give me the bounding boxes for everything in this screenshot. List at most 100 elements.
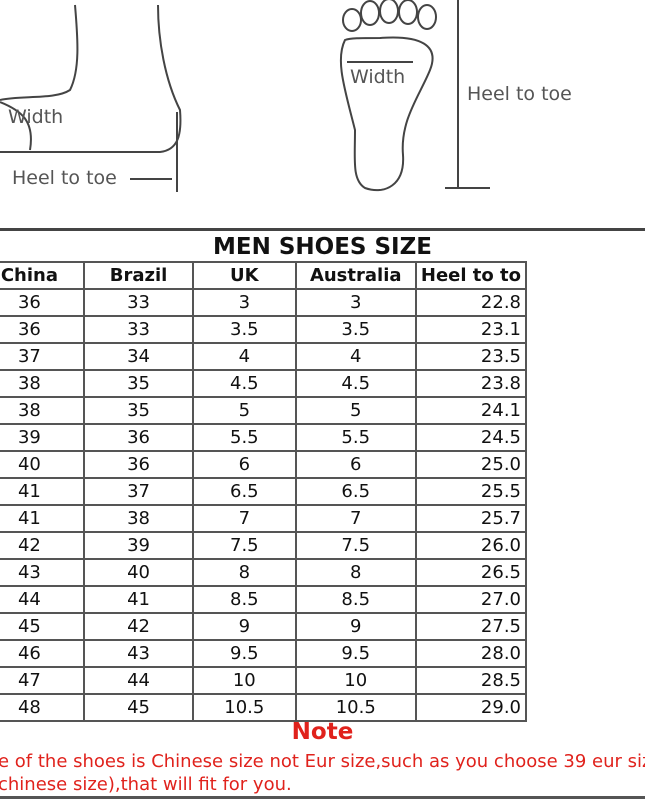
table-cell: 10.5 — [191, 693, 297, 722]
table-cell: 48 — [0, 693, 86, 722]
table-title: MEN SHOES SIZE — [0, 228, 645, 262]
table-cell: 41 — [0, 504, 86, 533]
table-cell: 42 — [0, 531, 86, 560]
table-cell: 33 — [83, 315, 194, 344]
table-row: 41 38 7 7 25.7 — [0, 504, 528, 533]
table-cell: 4.5 — [191, 369, 297, 398]
table-row: 44 41 8.5 8.5 27.0 — [0, 585, 528, 614]
table-cell: 6 — [191, 450, 297, 479]
sole-width-label: Width — [350, 66, 406, 88]
table-cell: 25.5 — [414, 477, 528, 506]
table-cell: 23.1 — [414, 315, 528, 344]
table-cell: 3.5 — [191, 315, 297, 344]
table-cell: 45 — [83, 693, 194, 722]
table-cell: 44 — [83, 666, 194, 695]
table-cell: 6.5 — [191, 477, 297, 506]
table-cell: 47 — [0, 666, 86, 695]
table-cell: 7.5 — [294, 531, 417, 560]
table-cell: 8.5 — [294, 585, 417, 614]
table-cell: 39 — [0, 423, 86, 452]
table-cell: 36 — [83, 450, 194, 479]
table-cell: 38 — [83, 504, 194, 533]
table-cell: 36 — [0, 315, 86, 344]
table-cell: 35 — [83, 369, 194, 398]
table-cell: 10 — [294, 666, 417, 695]
table-cell: 3 — [294, 288, 417, 317]
column-header: Heel to to — [414, 261, 528, 290]
table-cell: 8 — [191, 558, 297, 587]
table-cell: 41 — [0, 477, 86, 506]
table-cell: 26.0 — [414, 531, 528, 560]
table-cell: 5 — [191, 396, 297, 425]
table-cell: 25.7 — [414, 504, 528, 533]
table-cell: 45 — [0, 612, 86, 641]
table-cell: 9 — [294, 612, 417, 641]
table-row: 38 35 4.5 4.5 23.8 — [0, 369, 528, 398]
table-cell: 6.5 — [294, 477, 417, 506]
table-cell: 23.8 — [414, 369, 528, 398]
table-row: 48 45 10.5 10.5 29.0 — [0, 693, 528, 722]
table-cell: 36 — [0, 288, 86, 317]
side-foot-outline — [0, 4, 182, 153]
column-header: UK — [191, 261, 297, 290]
table-cell: 26.5 — [414, 558, 528, 587]
table-row: 42 39 7.5 7.5 26.0 — [0, 531, 528, 560]
table-cell: 3.5 — [294, 315, 417, 344]
table-cell: 8 — [294, 558, 417, 587]
table-cell: 10.5 — [294, 693, 417, 722]
size-table: China Brazil UK Australia Heel to to 36 33 3 3 2… — [0, 261, 528, 722]
table-row: 38 35 5 5 24.1 — [0, 396, 528, 425]
sole-outline — [339, 36, 434, 192]
table-cell: 29.0 — [414, 693, 528, 722]
table-cell: 43 — [83, 639, 194, 668]
bottom-divider — [0, 796, 645, 799]
table-row: 36 33 3 3 22.8 — [0, 288, 528, 317]
table-cell: 5.5 — [191, 423, 297, 452]
table-cell: 8.5 — [191, 585, 297, 614]
table-row: 39 36 5.5 5.5 24.5 — [0, 423, 528, 452]
table-row: 43 40 8 8 26.5 — [0, 558, 528, 587]
table-cell: 7 — [294, 504, 417, 533]
table-cell: 22.8 — [414, 288, 528, 317]
table-cell: 39 — [83, 531, 194, 560]
table-cell: 44 — [0, 585, 86, 614]
foot-illustration — [0, 0, 490, 192]
table-cell: 10 — [191, 666, 297, 695]
sole-heel-to-toe-label: Heel to toe — [467, 83, 572, 105]
table-cell: 34 — [83, 342, 194, 371]
note-line-1: e of the shoes is Chinese size not Eur s… — [0, 751, 645, 772]
table-cell: 38 — [0, 396, 86, 425]
table-cell: 24.1 — [414, 396, 528, 425]
header-row: China Brazil UK Australia Heel to to — [0, 261, 528, 290]
table-cell: 23.5 — [414, 342, 528, 371]
table-cell: 33 — [83, 288, 194, 317]
table-cell: 36 — [83, 423, 194, 452]
table-row: 46 43 9.5 9.5 28.0 — [0, 639, 528, 668]
table-cell: 5 — [294, 396, 417, 425]
table-cell: 27.0 — [414, 585, 528, 614]
table-cell: 37 — [0, 342, 86, 371]
table-cell: 3 — [191, 288, 297, 317]
column-header: Australia — [294, 261, 417, 290]
table-cell: 4 — [294, 342, 417, 371]
table-cell: 37 — [83, 477, 194, 506]
table-cell: 7 — [191, 504, 297, 533]
table-cell: 27.5 — [414, 612, 528, 641]
table-cell: 41 — [83, 585, 194, 614]
side-width-arrow — [0, 101, 32, 151]
table-row: 36 33 3.5 3.5 23.1 — [0, 315, 528, 344]
table-cell: 7.5 — [191, 531, 297, 560]
table-cell: 28.5 — [414, 666, 528, 695]
table-row: 37 34 4 4 23.5 — [0, 342, 528, 371]
table-row: 41 37 6.5 6.5 25.5 — [0, 477, 528, 506]
table-cell: 6 — [294, 450, 417, 479]
table-cell: 25.0 — [414, 450, 528, 479]
table-row: 45 42 9 9 27.5 — [0, 612, 528, 641]
table-cell: 9.5 — [191, 639, 297, 668]
table-cell: 46 — [0, 639, 86, 668]
column-header: Brazil — [83, 261, 194, 290]
table-cell: 40 — [0, 450, 86, 479]
table-cell: 5.5 — [294, 423, 417, 452]
table-cell: 9 — [191, 612, 297, 641]
